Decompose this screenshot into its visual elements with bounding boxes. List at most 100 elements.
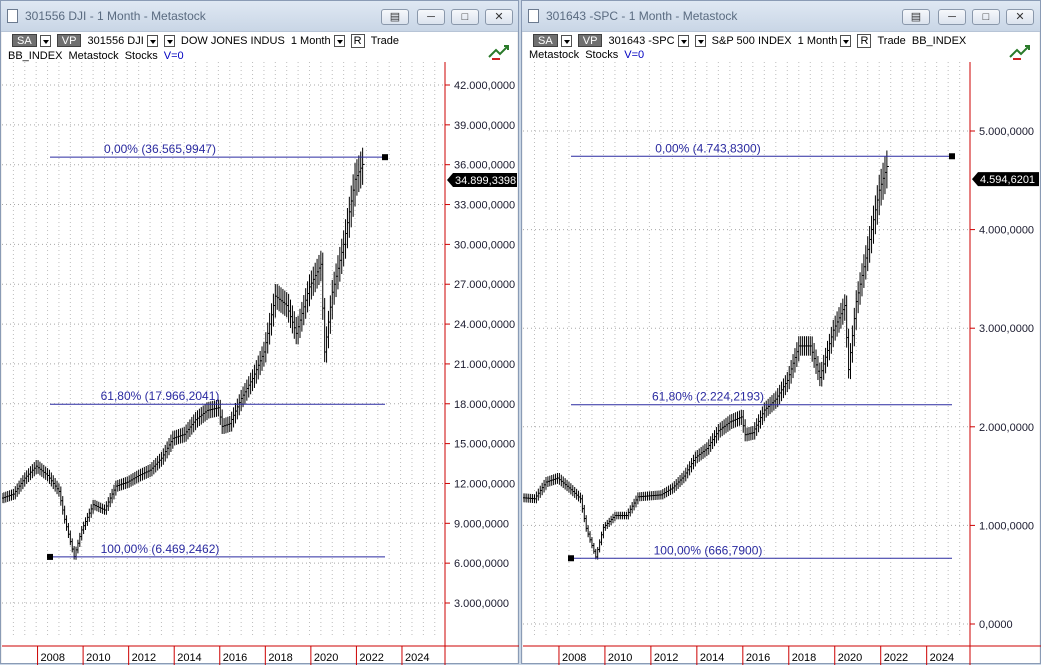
symbol-dropdown-icon[interactable] [146, 34, 158, 47]
y-tick-label: 4.000,0000 [979, 225, 1034, 237]
fib-handle [382, 154, 388, 161]
r-button[interactable]: R [857, 33, 872, 48]
y-tick-label: 39.000,0000 [454, 120, 515, 132]
last-price-tag [972, 172, 1039, 187]
fib-handle [568, 555, 574, 562]
properties-button[interactable]: ▤ [902, 9, 930, 25]
dji-chart-window[interactable]: 301556 DJI - 1 Month - Metastock ▤ ─ □ ✕… [0, 0, 519, 665]
fib-level-label: 61,80% (17.966,2041) [101, 389, 220, 403]
x-tick-label: 2016 [223, 652, 247, 664]
x-tick-label: 2022 [884, 652, 908, 664]
symbol-label: 301556 DJI [87, 34, 144, 47]
x-tick-label: 2020 [838, 652, 862, 664]
properties-button[interactable]: ▤ [381, 9, 409, 25]
x-tick-label: 2012 [132, 652, 156, 664]
indicator-dropdown-icon[interactable] [694, 34, 706, 47]
minimize-button[interactable]: ─ [417, 9, 445, 25]
x-tick-label: 2008 [562, 652, 586, 664]
category-label: Stocks [585, 49, 619, 62]
index-label: BB_INDEX [911, 34, 967, 47]
spc-chart-svg[interactable]: 0,0000 1.000,0000 2.000,0000 3.000,0000 4.00… [523, 32, 1041, 665]
x-tick-label: 2024 [930, 652, 954, 664]
trade-link[interactable]: Trade [877, 34, 906, 47]
last-price-label: 34.899,3398 [455, 175, 516, 187]
fib-level-label: 61,80% (2.224,2193) [652, 390, 764, 404]
minimize-icon: ─ [427, 11, 435, 23]
category-label: Stocks [124, 50, 158, 63]
last-price-tag [447, 172, 517, 187]
trade-signal-icon[interactable] [1007, 41, 1033, 63]
x-tick-label: 2010 [608, 652, 632, 664]
fib-handle [47, 553, 53, 560]
y-tick-label: 33.000,0000 [454, 200, 515, 212]
fib-level-label: 0,00% (4.743,8300) [655, 141, 760, 155]
window-title: 301556 DJI - 1 Month - Metastock [25, 9, 206, 23]
sa-button[interactable]: SA [12, 34, 37, 47]
minimize-button[interactable]: ─ [938, 9, 966, 25]
x-tick-label: 2012 [654, 652, 678, 664]
period-label: 1 Month [290, 34, 331, 47]
x-tick-label: 2014 [700, 652, 724, 664]
fib-level-label: 100,00% (666,7900) [654, 543, 763, 557]
x-tick-label: 2020 [314, 652, 338, 664]
x-tick-label: 2018 [268, 652, 292, 664]
period-dropdown-icon[interactable] [840, 34, 852, 47]
spc-plot-area[interactable]: 0,0000 1.000,0000 2.000,0000 3.000,0000 4.00… [523, 32, 1041, 665]
y-tick-label: 18.000,0000 [454, 399, 515, 411]
vp-button[interactable]: VP [56, 34, 82, 47]
x-tick-label: 2010 [86, 652, 110, 664]
properties-icon: ▤ [910, 11, 922, 23]
y-tick-label: 6.000,0000 [454, 558, 509, 570]
volume-label: V=0 [624, 49, 645, 62]
period-dropdown-icon[interactable] [333, 34, 345, 47]
y-tick-label: 15.000,0000 [454, 439, 515, 451]
properties-icon: ▤ [389, 11, 401, 23]
y-tick-label: 3.000,0000 [454, 598, 509, 610]
symbol-dropdown-icon[interactable] [677, 34, 689, 47]
x-tick-label: 2018 [792, 652, 816, 664]
y-tick-label: 27.000,0000 [454, 279, 515, 291]
dji-plot-area[interactable]: 3.000,0000 6.000,0000 9.000,0000 12.000,000… [2, 32, 519, 665]
document-icon [7, 9, 18, 23]
r-button[interactable]: R [350, 33, 365, 48]
period-label: 1 Month [797, 34, 838, 47]
sa-dropdown-icon[interactable] [39, 34, 51, 47]
x-tick-label: 2016 [746, 652, 770, 664]
x-tick-label: 2014 [177, 652, 201, 664]
close-button[interactable]: ✕ [485, 9, 513, 25]
vp-button[interactable]: VP [577, 34, 603, 47]
y-tick-label: 5.000,0000 [979, 126, 1034, 138]
fib-handle [949, 153, 955, 160]
y-tick-label: 42.000,0000 [454, 80, 515, 92]
y-tick-label: 0,0000 [979, 619, 1013, 631]
indicator-dropdown-icon[interactable] [163, 34, 175, 47]
y-tick-label: 9.000,0000 [454, 518, 509, 530]
restore-button[interactable]: □ [451, 9, 479, 25]
dji-chart-svg[interactable]: 3.000,0000 6.000,0000 9.000,0000 12.000,000… [2, 32, 519, 665]
last-price-label: 4.594,6201 [980, 174, 1035, 186]
sa-button[interactable]: SA [533, 34, 558, 47]
y-tick-label: 1.000,0000 [979, 520, 1034, 532]
restore-icon: □ [982, 11, 990, 23]
restore-button[interactable]: □ [972, 9, 1000, 25]
dji-title-bar[interactable]: 301556 DJI - 1 Month - Metastock ▤ ─ □ ✕ [1, 1, 518, 32]
sa-dropdown-icon[interactable] [560, 34, 572, 47]
y-tick-label: 24.000,0000 [454, 319, 515, 331]
close-icon: ✕ [1015, 11, 1025, 23]
x-tick-label: 2022 [359, 652, 383, 664]
index-label: BB_INDEX [8, 50, 63, 63]
close-button[interactable]: ✕ [1006, 9, 1034, 25]
spc-title-bar[interactable]: 301643 -SPC - 1 Month - Metastock ▤ ─ □ … [522, 1, 1040, 32]
spc-chart-window[interactable]: 301643 -SPC - 1 Month - Metastock ▤ ─ □ … [521, 0, 1041, 665]
trade-signal-icon[interactable] [486, 41, 512, 63]
source-label: Metastock [529, 49, 580, 62]
restore-icon: □ [461, 11, 469, 23]
symbol-label: 301643 -SPC [608, 34, 675, 47]
x-tick-label: 2024 [405, 652, 429, 664]
volume-label: V=0 [163, 50, 184, 63]
x-tick-label: 2008 [41, 652, 65, 664]
document-icon [528, 9, 539, 23]
trade-link[interactable]: Trade [370, 34, 400, 47]
security-name: S&P 500 INDEX [711, 34, 792, 47]
y-tick-label: 2.000,0000 [979, 422, 1034, 434]
